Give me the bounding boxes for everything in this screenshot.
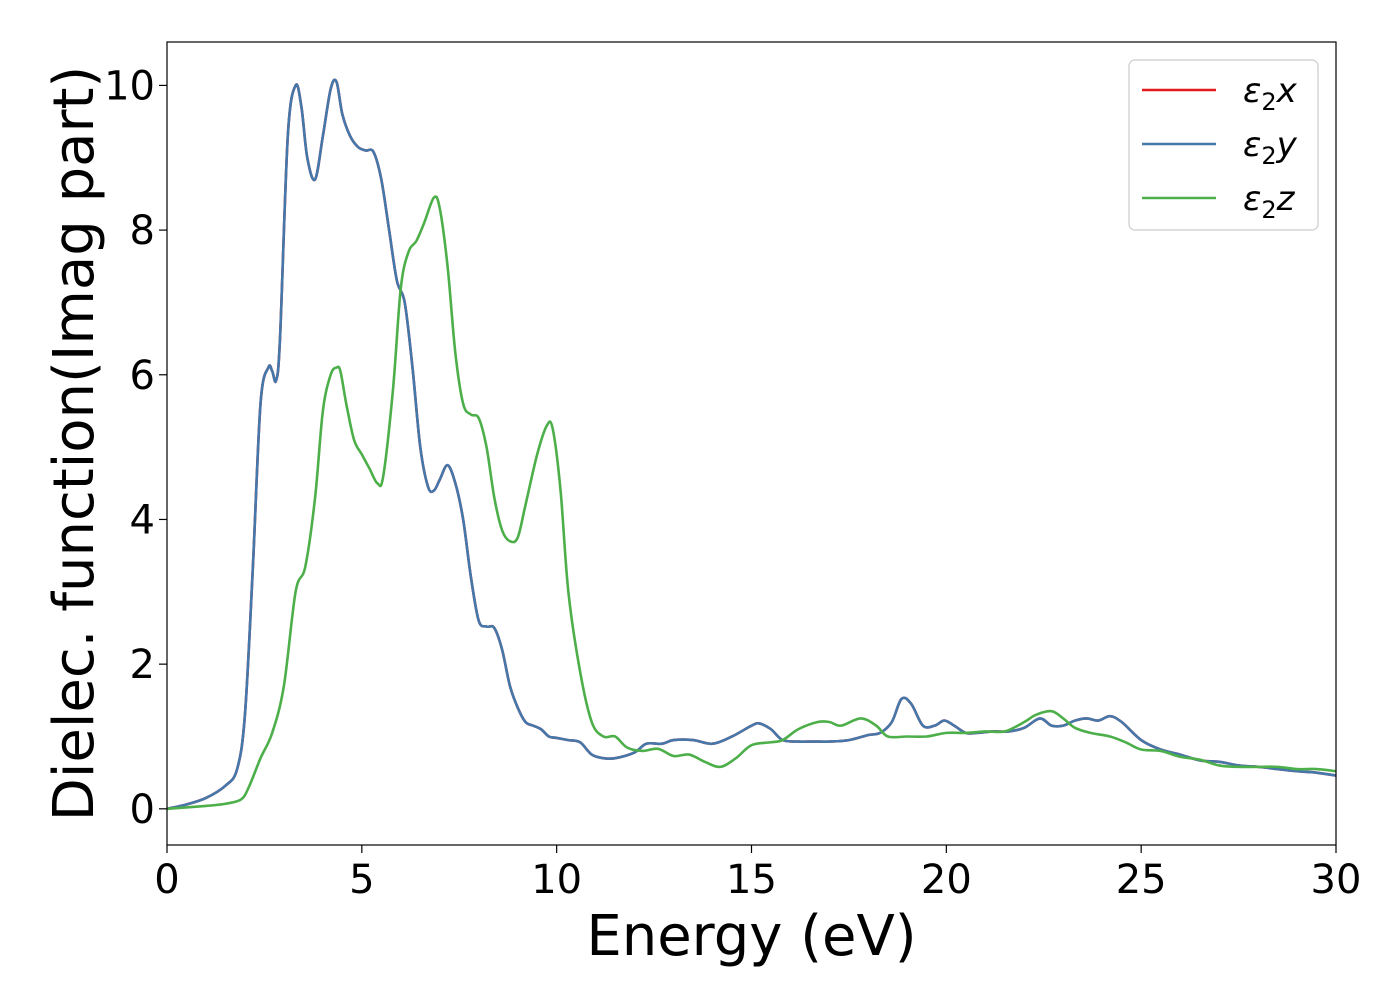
x-tick-label: 0 xyxy=(154,857,179,903)
y-tick-label: 2 xyxy=(130,642,155,688)
legend: ε2x ε2y ε2z xyxy=(1128,59,1319,231)
legend-box xyxy=(1128,59,1319,231)
y-tick-label: 6 xyxy=(130,353,155,399)
x-tick-label: 20 xyxy=(921,857,972,903)
y-tick-label: 10 xyxy=(104,63,155,109)
y-tick-label: 4 xyxy=(130,497,155,543)
x-tick-label: 5 xyxy=(349,857,374,903)
legend-entry-x: ε2x xyxy=(1243,71,1298,116)
x-tick-label: 30 xyxy=(1311,857,1362,903)
x-tick-label: 10 xyxy=(531,857,582,903)
y-tick-label: 0 xyxy=(130,787,155,833)
x-axis-label: Energy (eV) xyxy=(586,904,916,969)
y-tick-label: 8 xyxy=(130,208,155,254)
y-axis-label: Dielec. function(Imag part) xyxy=(42,66,107,822)
series-line-y xyxy=(167,78,1336,811)
ticks-layer: 0 5 10 15 20 25 30 0 2 4 6 8 10 xyxy=(104,63,1361,903)
legend-entry-y: ε2y xyxy=(1243,125,1298,170)
series-line-z xyxy=(167,195,1336,811)
x-tick-label: 25 xyxy=(1116,857,1167,903)
x-tick-label: 15 xyxy=(726,857,777,903)
series-layer xyxy=(167,78,1336,811)
legend-entry-z: ε2z xyxy=(1243,179,1296,224)
